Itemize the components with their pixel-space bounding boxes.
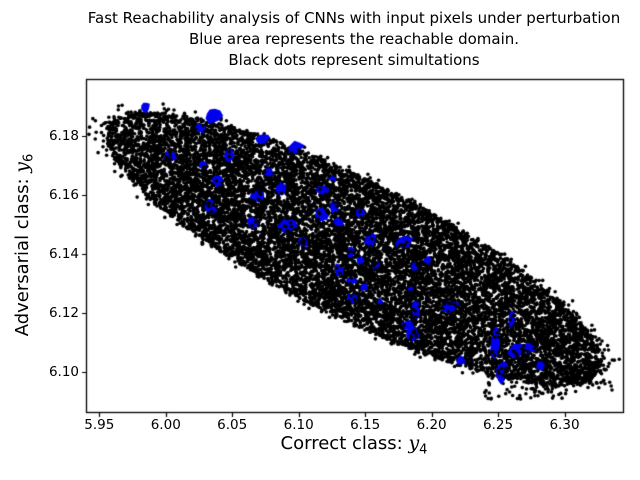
x-tick-label: 6.30 xyxy=(549,417,580,433)
x-tick-label: 6.00 xyxy=(150,417,181,433)
x-axis-label-var: y xyxy=(408,432,420,454)
y-tick-label: 6.12 xyxy=(48,305,79,322)
x-axis-label-sub: 4 xyxy=(419,442,428,458)
y-tick-label: 6.10 xyxy=(48,364,79,381)
x-tick-label: 6.15 xyxy=(350,417,381,433)
x-axis-label-text: Correct class: xyxy=(280,433,409,454)
chart-title-line-3: Black dots represent simultations xyxy=(228,51,480,69)
x-tick-label: 6.10 xyxy=(283,417,314,433)
y-tick-label: 6.18 xyxy=(48,128,79,145)
y-tick-label: 6.16 xyxy=(48,187,79,204)
chart-title-line-1: Fast Reachability analysis of CNNs with … xyxy=(87,9,621,27)
x-axis-label: Correct class: y4 xyxy=(280,432,428,457)
x-tick-label: 6.25 xyxy=(483,417,514,433)
x-tick-label: 5.95 xyxy=(84,417,115,433)
x-tick-label: 6.05 xyxy=(217,417,248,433)
y-tick-label: 6.14 xyxy=(48,246,79,263)
x-tick-label: 6.20 xyxy=(416,417,447,433)
y-axis-label-sub: 6 xyxy=(21,153,37,162)
chart-title-line-2: Blue area represents the reachable domai… xyxy=(188,30,520,48)
y-axis-label-text: Adversarial class: xyxy=(12,172,33,337)
y-axis-label: Adversarial class: y6 xyxy=(11,154,37,337)
y-axis-label-var: y xyxy=(11,161,33,173)
